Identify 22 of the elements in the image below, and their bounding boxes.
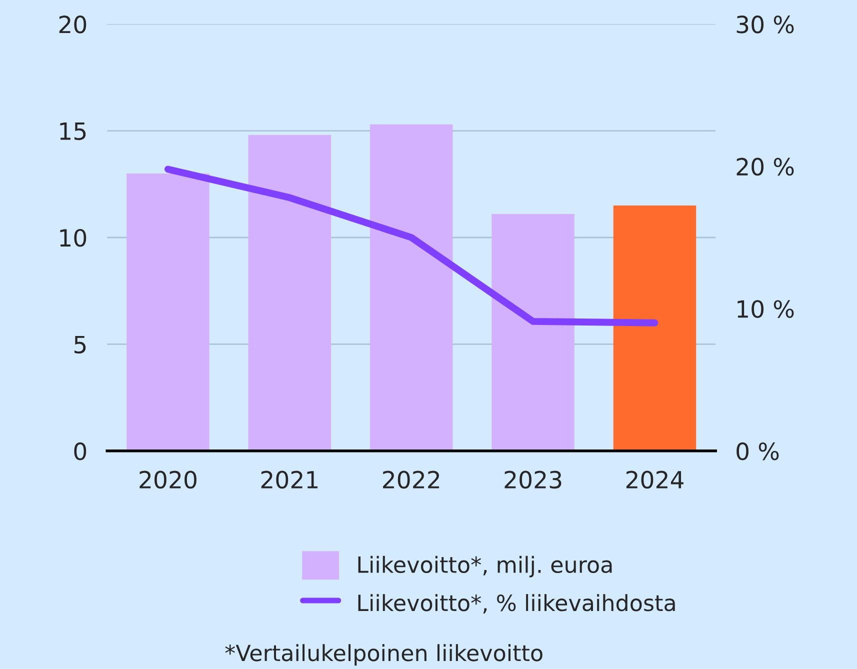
bar	[248, 135, 332, 451]
y-tick-label: 5	[74, 336, 86, 354]
bar	[126, 173, 210, 451]
y2-tick-label: 20 %	[736, 158, 794, 176]
legend-label: Liikevoitto*, % liikevaihdosta	[358, 594, 675, 614]
bar	[613, 205, 696, 451]
x-tick-label: 2022	[383, 470, 440, 489]
x-tick-label: 2023	[504, 470, 562, 489]
text: *Vertailukelpoinen liikevoitto	[225, 644, 542, 666]
legend-label: Liikevoitto*, milj. euroa	[358, 556, 612, 578]
y2-tick-label: 30 %	[736, 16, 794, 34]
y-tick-label: 0	[74, 442, 86, 460]
x-tick-label: 2021	[261, 470, 318, 489]
y-tick-label: 20	[59, 16, 86, 34]
y2-tick-label: 0 %	[736, 442, 779, 460]
bar	[370, 124, 453, 451]
bar	[492, 214, 574, 451]
y-tick-label: 15	[60, 122, 86, 140]
x-tick-label: 2024	[626, 470, 684, 489]
x-tick-label: 2020	[140, 470, 196, 489]
y2-tick-label: 10 %	[738, 300, 794, 318]
y-tick-label: 10	[60, 228, 86, 247]
